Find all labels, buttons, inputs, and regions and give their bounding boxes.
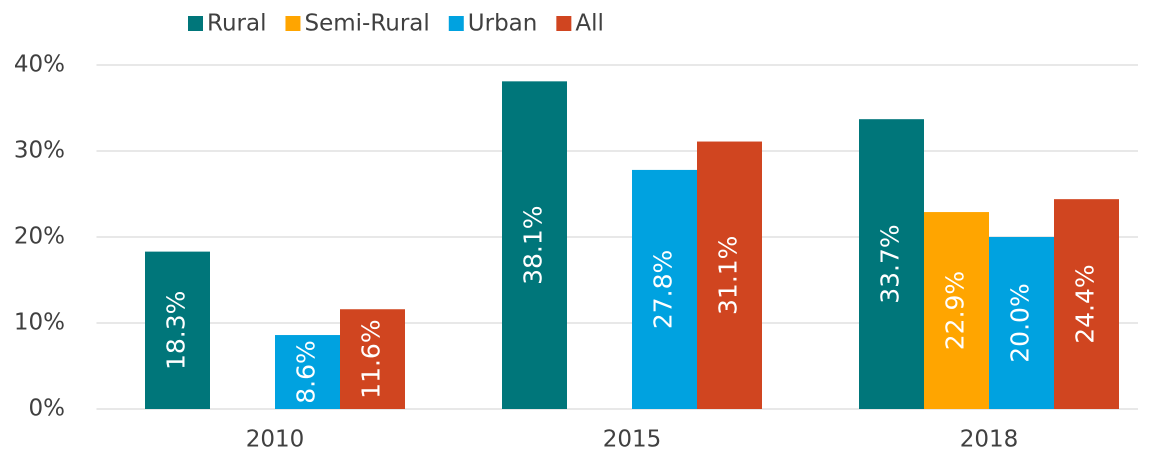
x-tick-label: 2018: [960, 427, 1019, 453]
bar: [924, 212, 989, 409]
y-tick-label: 20%: [14, 224, 65, 250]
data-label: 20.0%: [1006, 283, 1035, 362]
bar: [632, 169, 697, 409]
bar: [1054, 199, 1119, 409]
legend-swatch: [285, 16, 301, 31]
legend-label: Semi-Rural: [304, 11, 429, 37]
data-label: 27.8%: [649, 250, 678, 329]
legend-label: Urban: [468, 11, 538, 37]
legend-label: All: [575, 11, 604, 37]
bar: [145, 251, 210, 409]
legend-swatch: [448, 16, 464, 31]
data-label: 31.1%: [714, 236, 743, 315]
legend-swatch: [188, 16, 203, 31]
y-tick-label: 30%: [14, 138, 65, 164]
bar: [989, 237, 1054, 409]
bar: [275, 335, 340, 409]
y-tick-label: 40%: [14, 52, 65, 78]
legend-label: Rural: [207, 11, 266, 37]
x-tick-label: 2010: [246, 427, 305, 453]
y-tick-label: 0%: [29, 396, 66, 422]
data-label: 33.7%: [876, 224, 905, 303]
bar: [340, 309, 405, 409]
bar: [697, 141, 762, 410]
data-label: 11.6%: [357, 319, 386, 398]
legend-swatch: [556, 16, 572, 31]
data-label: 38.1%: [519, 205, 548, 284]
bar: [859, 119, 924, 410]
x-tick-label: 2015: [603, 427, 662, 453]
y-tick-label: 10%: [14, 310, 65, 336]
data-label: 8.6%: [292, 340, 321, 404]
data-label: 18.3%: [162, 291, 191, 370]
data-label: 24.4%: [1071, 264, 1100, 343]
data-label: 22.9%: [941, 271, 970, 350]
bar: [502, 81, 567, 409]
